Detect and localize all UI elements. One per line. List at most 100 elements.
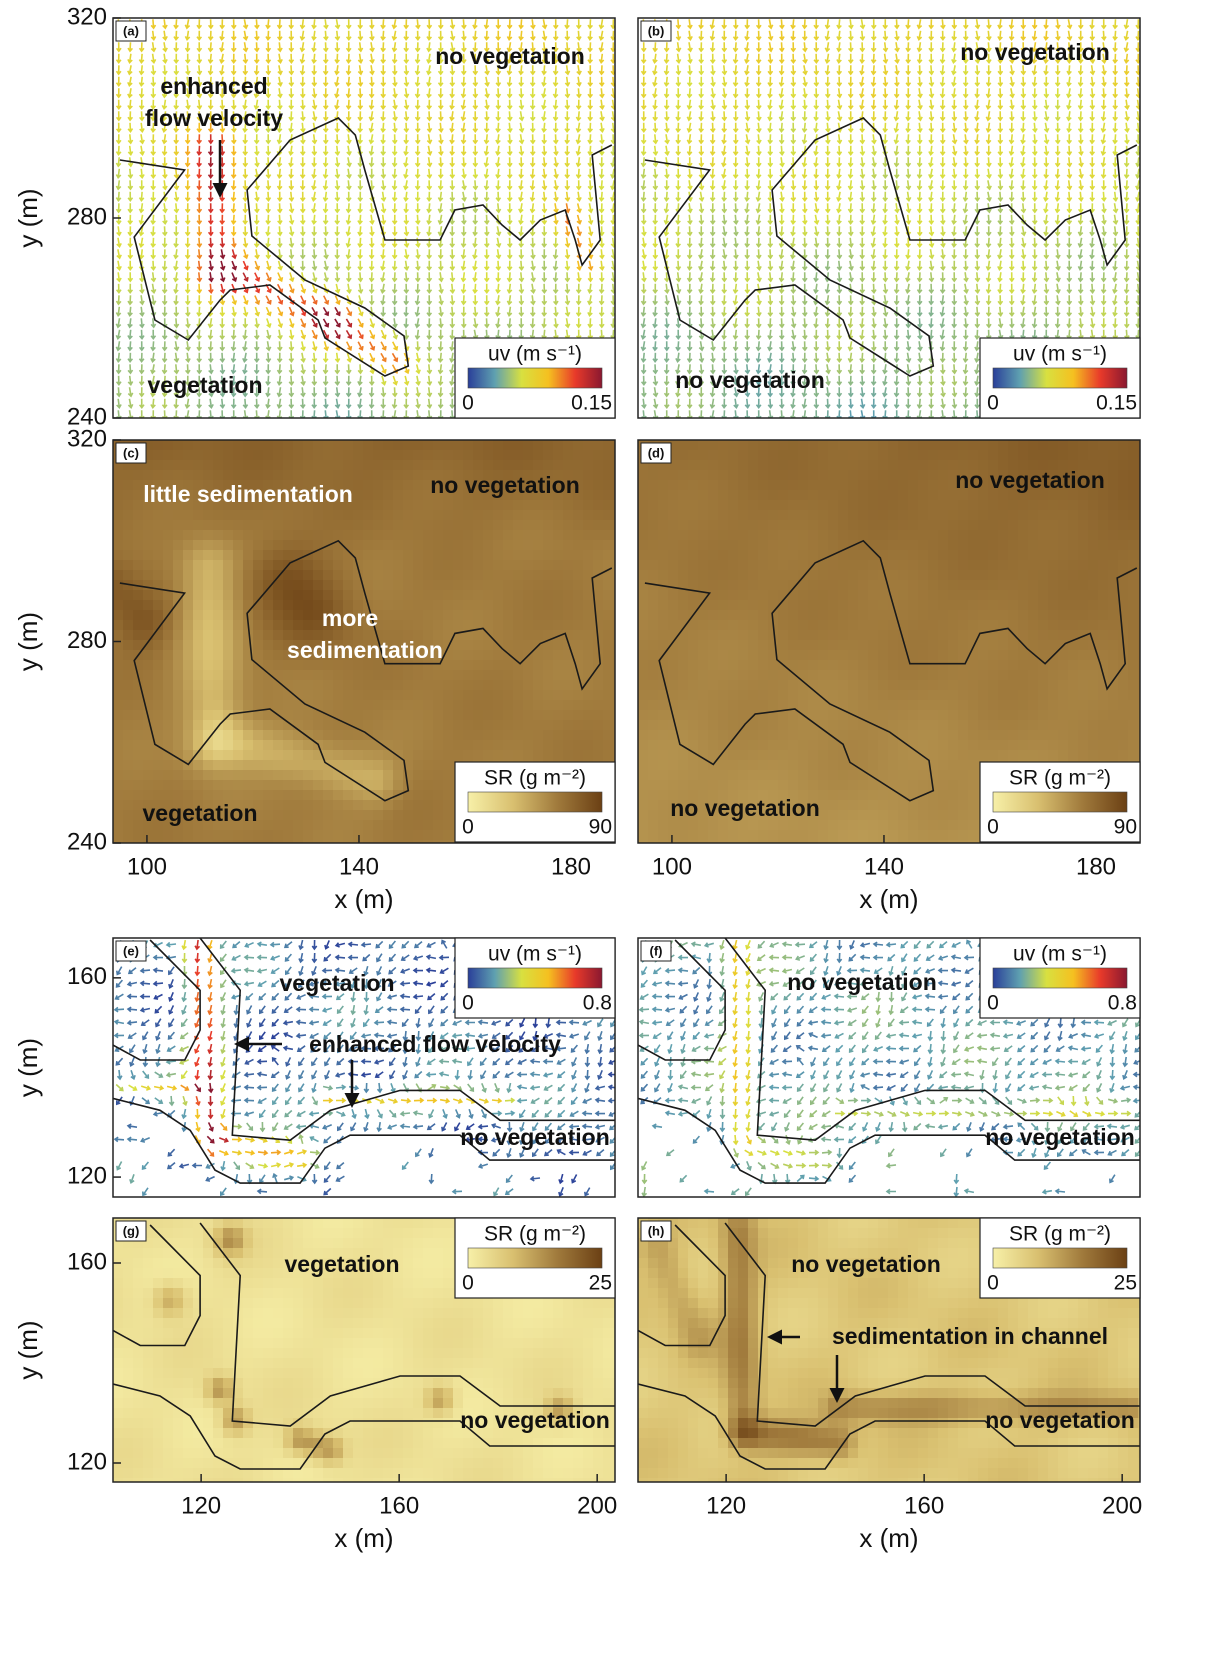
sr-cell bbox=[433, 530, 444, 541]
sr-cell bbox=[373, 560, 384, 571]
sr-cell bbox=[133, 720, 144, 731]
sr-cell bbox=[343, 580, 354, 591]
sr-cell bbox=[343, 700, 354, 711]
sr-cell bbox=[513, 460, 524, 471]
sr-cell bbox=[303, 740, 314, 751]
sr-cell bbox=[413, 720, 424, 731]
sr-cell bbox=[543, 650, 554, 661]
sr-cell bbox=[233, 530, 244, 541]
sr-cell bbox=[473, 520, 484, 531]
sr-cell bbox=[353, 550, 364, 561]
sr-cell bbox=[133, 480, 144, 491]
sr-cell bbox=[573, 460, 584, 471]
sr-cell bbox=[593, 580, 604, 591]
sr-cell bbox=[333, 580, 344, 591]
sr-cell bbox=[403, 740, 414, 751]
sr-cell bbox=[203, 760, 214, 771]
sr-cell bbox=[403, 730, 414, 741]
sr-cell bbox=[303, 790, 314, 801]
sr-cell bbox=[443, 690, 454, 701]
sr-cell bbox=[353, 710, 364, 721]
sr-cell bbox=[293, 620, 304, 631]
sr-cell bbox=[513, 560, 524, 571]
sr-cell bbox=[383, 450, 394, 461]
sr-cell bbox=[543, 600, 554, 611]
sr-cell bbox=[223, 560, 234, 571]
sr-cell bbox=[183, 790, 194, 801]
sr-cell bbox=[533, 700, 544, 711]
sr-cell bbox=[263, 530, 274, 541]
sr-cell bbox=[343, 750, 354, 761]
sr-cell bbox=[113, 480, 124, 491]
sr-cell bbox=[373, 520, 384, 531]
sr-cell bbox=[393, 700, 404, 711]
sr-cell bbox=[603, 700, 614, 711]
sr-cell bbox=[493, 600, 504, 611]
sr-cell bbox=[373, 710, 384, 721]
sr-cell bbox=[573, 520, 584, 531]
sr-cell bbox=[203, 550, 214, 561]
sr-cell bbox=[493, 740, 504, 751]
sr-cell bbox=[223, 650, 234, 661]
sr-cell bbox=[113, 510, 124, 521]
sr-cell bbox=[373, 470, 384, 481]
sr-cell bbox=[313, 470, 324, 481]
sr-cell bbox=[263, 460, 274, 471]
sr-cell bbox=[393, 500, 404, 511]
sr-cell bbox=[123, 760, 134, 771]
sr-cell bbox=[583, 720, 594, 731]
sr-cell bbox=[233, 640, 244, 651]
sr-cell bbox=[223, 550, 234, 561]
sr-cell bbox=[483, 590, 494, 601]
sr-cell bbox=[243, 440, 254, 451]
sr-cell bbox=[573, 560, 584, 571]
sr-cell bbox=[403, 550, 414, 561]
sr-cell bbox=[373, 760, 384, 771]
sr-cell bbox=[313, 670, 324, 681]
sr-cell bbox=[223, 690, 234, 701]
sr-cell bbox=[513, 620, 524, 631]
sr-cell bbox=[303, 510, 314, 521]
sr-cell bbox=[203, 650, 214, 661]
sr-cell bbox=[493, 610, 504, 621]
sr-cell bbox=[443, 550, 454, 561]
sr-cell bbox=[503, 440, 514, 451]
sr-cell bbox=[243, 510, 254, 521]
sr-cell bbox=[583, 460, 594, 471]
sr-cell bbox=[183, 590, 194, 601]
sr-cell bbox=[343, 790, 354, 801]
sr-cell bbox=[293, 510, 304, 521]
sr-cell bbox=[203, 690, 214, 701]
sr-cell bbox=[293, 750, 304, 761]
sr-cell bbox=[373, 460, 384, 471]
sr-cell bbox=[513, 670, 524, 681]
sr-cell bbox=[463, 620, 474, 631]
panel: 240280320100140180x (m)y (m)(c)little se… bbox=[13, 425, 624, 914]
sr-cell bbox=[313, 760, 324, 771]
sr-cell bbox=[563, 680, 574, 691]
sr-cell bbox=[563, 670, 574, 681]
sr-cell bbox=[203, 790, 214, 801]
sr-cell bbox=[563, 590, 574, 601]
sr-cell bbox=[253, 510, 264, 521]
sr-cell bbox=[523, 720, 534, 731]
sr-cell bbox=[113, 470, 124, 481]
sr-cell bbox=[173, 790, 184, 801]
sr-cell bbox=[173, 630, 184, 641]
sr-cell bbox=[603, 510, 614, 521]
sr-cell bbox=[273, 770, 284, 781]
sr-cell bbox=[323, 460, 334, 471]
sr-cell bbox=[363, 450, 374, 461]
sr-cell bbox=[443, 520, 454, 531]
sr-cell bbox=[403, 580, 414, 591]
sr-cell bbox=[453, 700, 464, 711]
sr-cell bbox=[553, 520, 564, 531]
sr-cell bbox=[523, 450, 534, 461]
sr-cell bbox=[213, 740, 224, 751]
sr-cell bbox=[573, 450, 584, 461]
sr-cell bbox=[153, 700, 164, 711]
sr-cell bbox=[603, 490, 614, 501]
sr-cell bbox=[313, 730, 324, 741]
sr-cell bbox=[403, 480, 414, 491]
sr-cell bbox=[223, 720, 234, 731]
